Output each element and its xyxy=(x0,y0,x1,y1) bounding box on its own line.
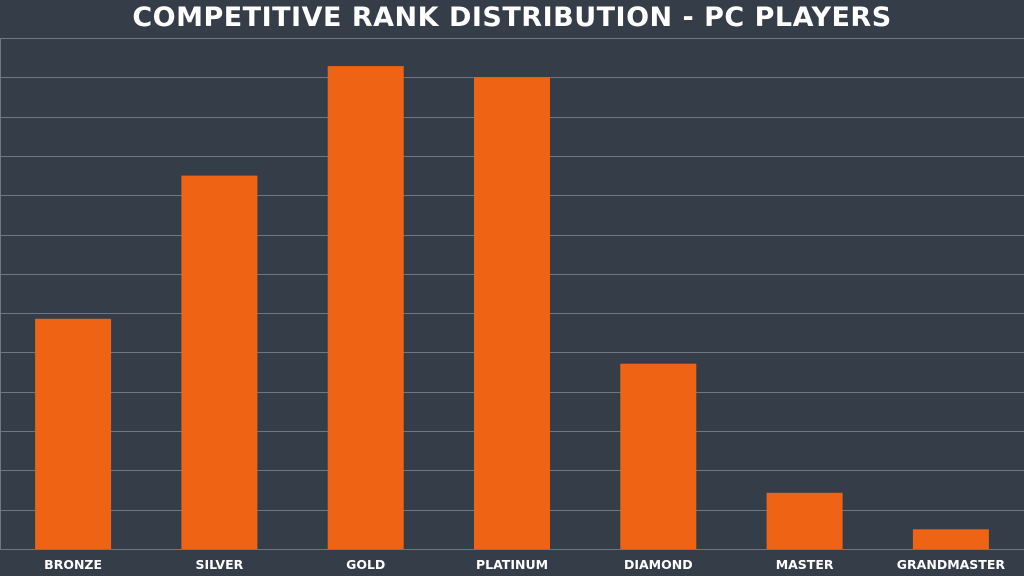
x-tick-label-diamond: DIAMOND xyxy=(624,557,693,572)
x-tick-label-bronze: BRONZE xyxy=(44,557,102,572)
bar-bronze xyxy=(35,318,112,549)
bar-master xyxy=(766,492,843,549)
x-tick-label-silver: SILVER xyxy=(196,557,244,572)
bar-grandmaster xyxy=(912,529,989,549)
x-tick-label-platinum: PLATINUM xyxy=(476,557,548,572)
chart-title: COMPETITIVE RANK DISTRIBUTION - PC PLAYE… xyxy=(132,2,892,33)
bar-platinum xyxy=(474,77,550,550)
bar-silver xyxy=(181,175,258,549)
bar-diamond xyxy=(620,363,697,549)
x-tick-label-grandmaster: GRANDMASTER xyxy=(897,557,1006,572)
bars xyxy=(35,66,989,550)
x-tick-label-gold: GOLD xyxy=(346,557,385,572)
x-tick-label-master: MASTER xyxy=(776,557,834,572)
x-axis-tick-labels: BRONZE SILVER GOLD PLATINUM DIAMOND MASTER GRA… xyxy=(44,557,1005,572)
bar-gold xyxy=(327,66,404,549)
